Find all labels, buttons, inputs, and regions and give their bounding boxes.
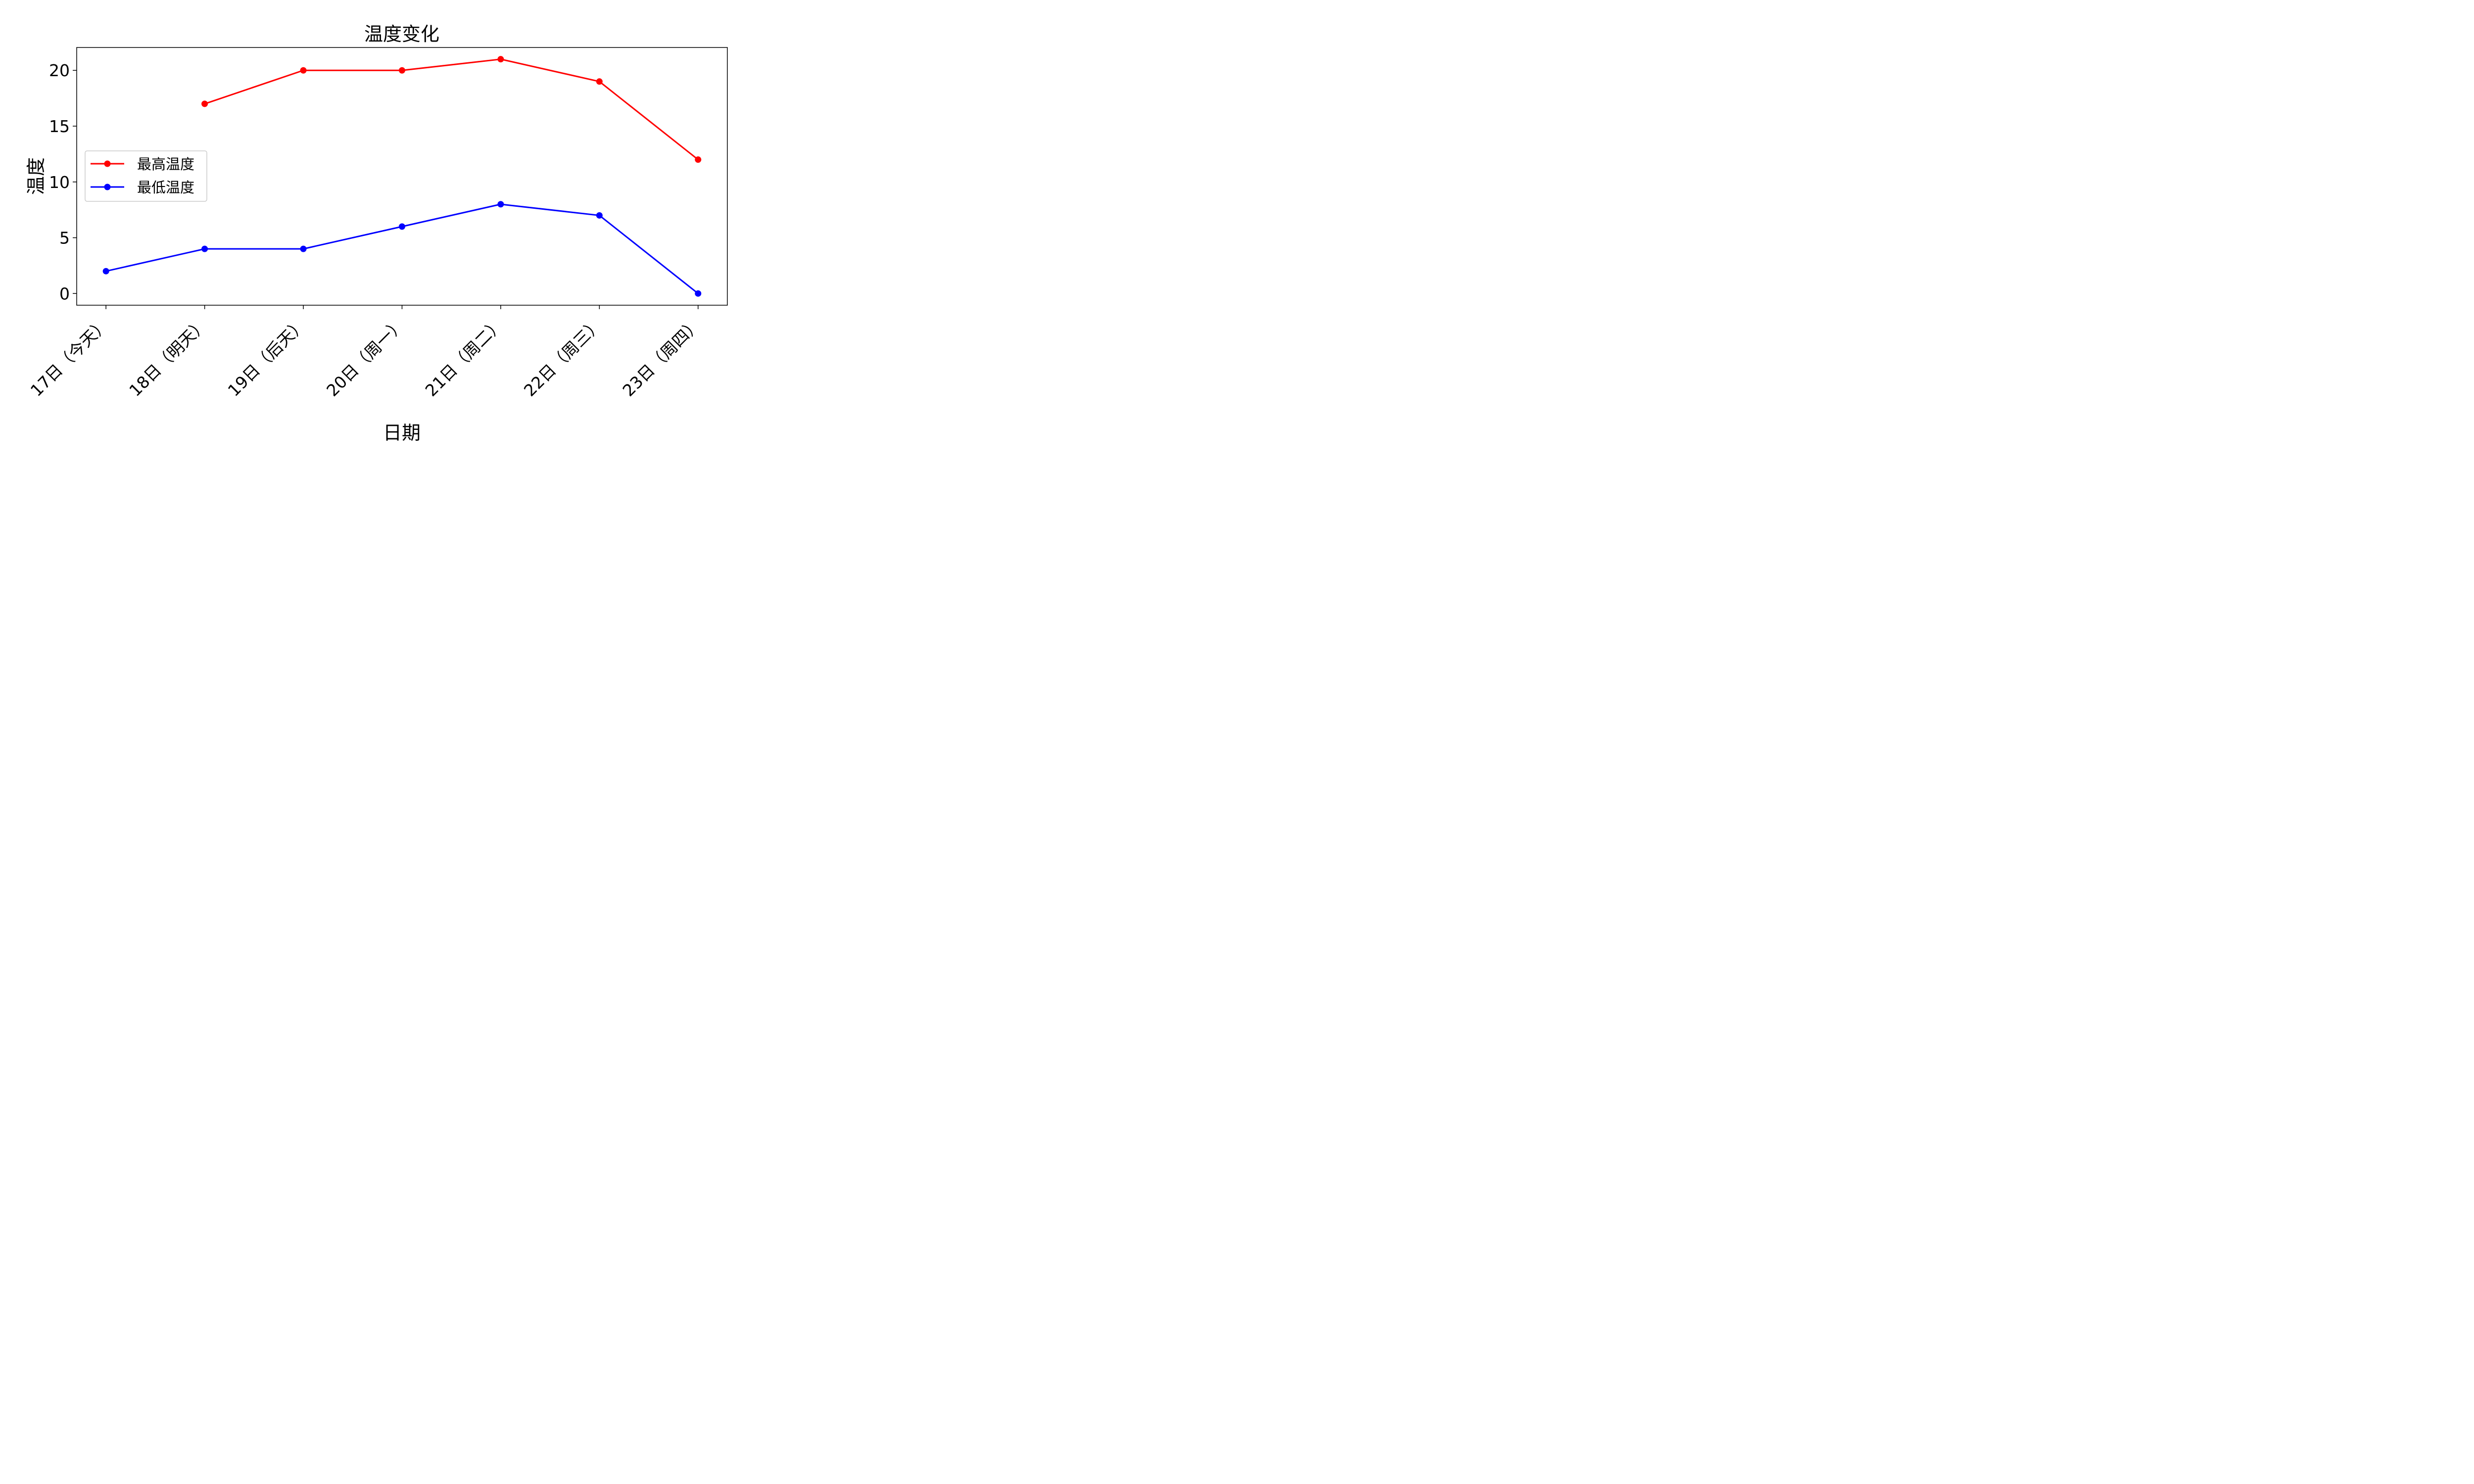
x-tick-label: 22日（周三） [520, 314, 606, 400]
x-tick-label: 18日（明天） [125, 314, 211, 400]
series-1-point [399, 67, 405, 74]
series-line-1 [204, 58, 699, 160]
legend-marker-2 [104, 184, 111, 190]
y-tick-label: 15 [49, 117, 70, 136]
x-tick-label: 19日（后天） [224, 314, 310, 400]
x-axis-label: 日期 [383, 422, 421, 444]
series-1-point [695, 156, 702, 163]
y-axis-label: 温度 [25, 157, 47, 195]
y-tick-label: 10 [49, 173, 70, 192]
legend-marker-1 [104, 160, 111, 167]
y-tick-label: 20 [49, 61, 70, 80]
series-2-point [695, 290, 702, 297]
x-axis: 17日（今天） 18日（明天） 19日（后天） 20日（周一） 21日（周二） 22日（周… [27, 305, 705, 400]
series-2-point [497, 201, 504, 208]
y-axis: 0 5 10 15 20 [49, 61, 77, 303]
legend-label-1: 最高温度 [137, 156, 194, 173]
temperature-chart: 温度变化 0 5 10 15 20 17日（今天） 18日（明天） 19日（后天） 20日（周… [25, 23, 728, 444]
series-1-point [201, 100, 208, 107]
series-1-point [497, 56, 504, 63]
series-2-point [300, 245, 307, 252]
series-1-point [300, 67, 307, 74]
series-2-point [102, 268, 109, 275]
x-tick-label: 21日（周二） [422, 314, 508, 400]
legend-label-2: 最低温度 [137, 179, 194, 196]
series-2-point [201, 245, 208, 252]
series-2-point [596, 212, 603, 219]
y-tick-label: 0 [59, 284, 70, 303]
x-tick-label: 23日（周四） [619, 314, 705, 400]
chart-title: 温度变化 [364, 23, 439, 45]
x-tick-label: 17日（今天） [27, 314, 113, 400]
series-2-point [399, 223, 405, 230]
y-tick-label: 5 [59, 229, 70, 248]
series-layer [102, 56, 702, 297]
series-1-point [596, 78, 603, 85]
x-tick-label: 20日（周一） [323, 314, 409, 400]
